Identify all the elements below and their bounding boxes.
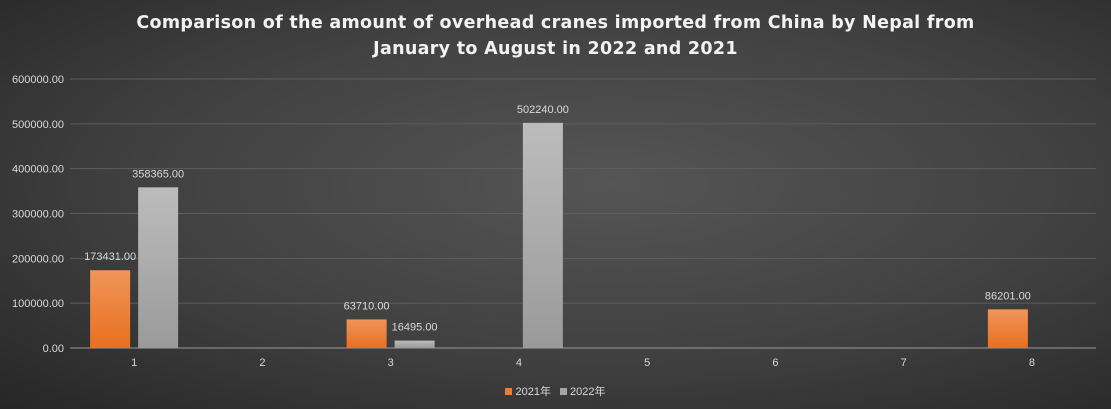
chart-title-line-2: January to August in 2022 and 2021: [373, 39, 738, 59]
legend-label-2021: 2021年: [515, 386, 551, 398]
data-label: 63710.00: [344, 300, 390, 312]
x-tick-label: 4: [516, 357, 522, 369]
y-tick-label: 600000.00: [12, 74, 64, 86]
bar-2021年-3[interactable]: [346, 319, 387, 348]
x-tick-label: 7: [901, 357, 907, 369]
y-tick-label: 300000.00: [12, 209, 64, 221]
legend-swatch-2022: [560, 388, 568, 395]
x-tick-label: 3: [388, 357, 394, 369]
y-tick-label: 100000.00: [12, 298, 64, 310]
legend-item-2021[interactable]: 2021年: [505, 386, 551, 398]
x-tick-label: 5: [644, 357, 650, 369]
data-label: 502240.00: [517, 104, 569, 116]
y-tick-label: 200000.00: [12, 253, 64, 265]
y-tick-label: 500000.00: [12, 119, 64, 131]
data-label: 358365.00: [132, 168, 184, 180]
chart-title-line-1: Comparison of the amount of overhead cra…: [136, 13, 975, 33]
bar-2022年-3[interactable]: [394, 340, 435, 348]
x-tick-label: 6: [772, 357, 778, 369]
legend: 2021年 2022年: [0, 383, 1111, 399]
x-tick-label: 2: [259, 357, 265, 369]
legend-item-2022[interactable]: 2022年: [560, 386, 606, 398]
y-tick-label: 0.00: [43, 343, 64, 355]
data-label: 16495.00: [392, 322, 438, 334]
y-tick-label: 400000.00: [12, 164, 64, 176]
data-label: 173431.00: [84, 251, 136, 263]
chart-title: Comparison of the amount of overhead cra…: [0, 10, 1111, 62]
legend-swatch-2021: [505, 388, 513, 395]
bar-2022年-1[interactable]: [138, 187, 179, 348]
bar-2022年-4[interactable]: [522, 122, 563, 348]
x-tick-label: 1: [131, 357, 137, 369]
legend-label-2022: 2022年: [570, 386, 606, 398]
data-label: 86201.00: [985, 290, 1031, 302]
bar-2021年-8[interactable]: [987, 309, 1028, 348]
bar-2021年-1[interactable]: [90, 270, 131, 348]
x-tick-label: 8: [1029, 357, 1035, 369]
